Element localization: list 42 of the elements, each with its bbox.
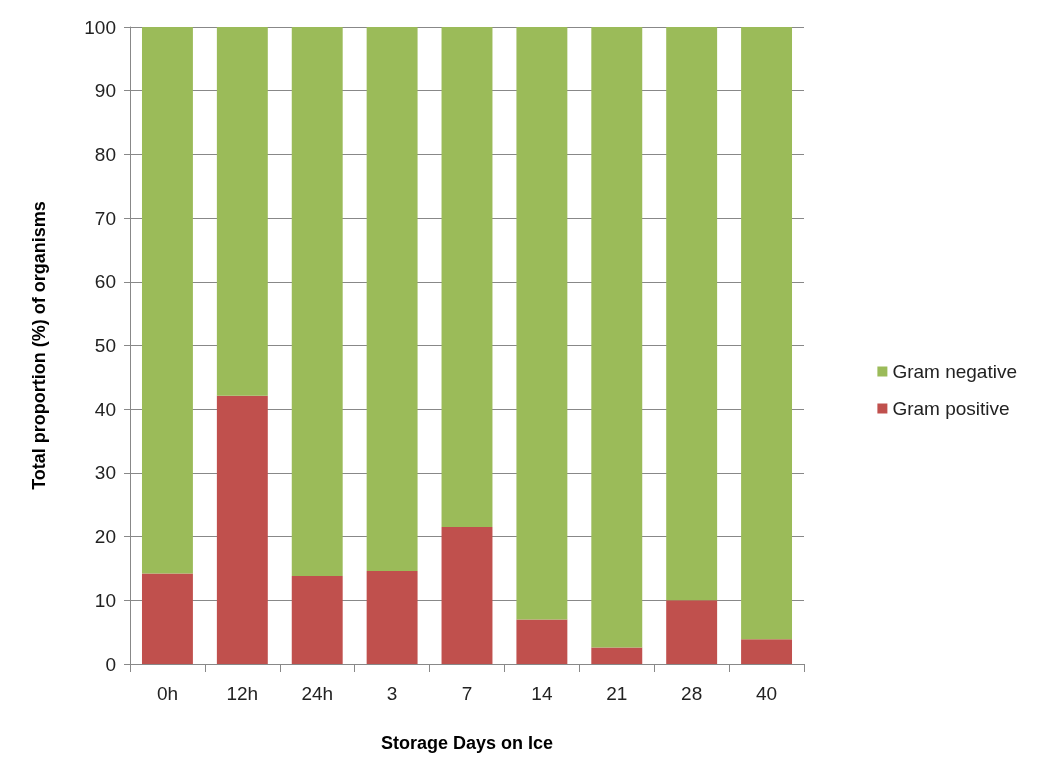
- y-tick-label: 60: [94, 271, 116, 293]
- x-tick-label: 14: [531, 683, 553, 704]
- x-tick-label: 3: [386, 683, 398, 704]
- x-axis-title: Storage Days on Ice: [380, 733, 554, 753]
- bar: [666, 600, 718, 664]
- bar: [216, 395, 268, 664]
- bar: [741, 639, 793, 664]
- y-tick-label: 20: [94, 526, 116, 548]
- legend-label: Gram positive: [892, 398, 1010, 419]
- x-tick-label: 21: [606, 683, 628, 704]
- x-tick-label: 12h: [226, 683, 259, 704]
- y-tick-label: 40: [94, 398, 116, 420]
- bar: [216, 27, 268, 396]
- bar: [141, 573, 193, 664]
- y-tick-label: 90: [94, 80, 116, 102]
- bar: [591, 647, 643, 664]
- bar: [366, 571, 418, 664]
- y-tick-label: 10: [94, 589, 116, 611]
- bar: [516, 619, 568, 664]
- y-tick-label: 70: [94, 207, 116, 229]
- x-tick-label: 40: [755, 683, 778, 704]
- bar: [441, 27, 493, 528]
- x-tick-label: 0h: [156, 683, 179, 704]
- y-tick-label: 0: [105, 653, 116, 675]
- bar: [516, 27, 568, 620]
- y-tick-label: 30: [94, 462, 116, 484]
- y-axis-title: Total proportion (%) of organisms: [29, 201, 49, 490]
- x-tick-label: 24h: [301, 683, 334, 704]
- bar: [441, 527, 493, 664]
- bar: [141, 27, 193, 574]
- bar: [291, 576, 343, 664]
- x-tick-label: 7: [461, 683, 473, 704]
- y-tick-label: 100: [84, 16, 116, 38]
- x-tick-label: 28: [681, 683, 703, 704]
- y-tick-label: 80: [94, 143, 116, 165]
- bar: [741, 27, 793, 640]
- legend-label: Gram negative: [892, 361, 1018, 382]
- y-tick-label: 50: [94, 335, 116, 356]
- bar: [291, 27, 343, 577]
- bar: [666, 27, 718, 601]
- bar: [366, 27, 418, 571]
- bar: [591, 27, 643, 648]
